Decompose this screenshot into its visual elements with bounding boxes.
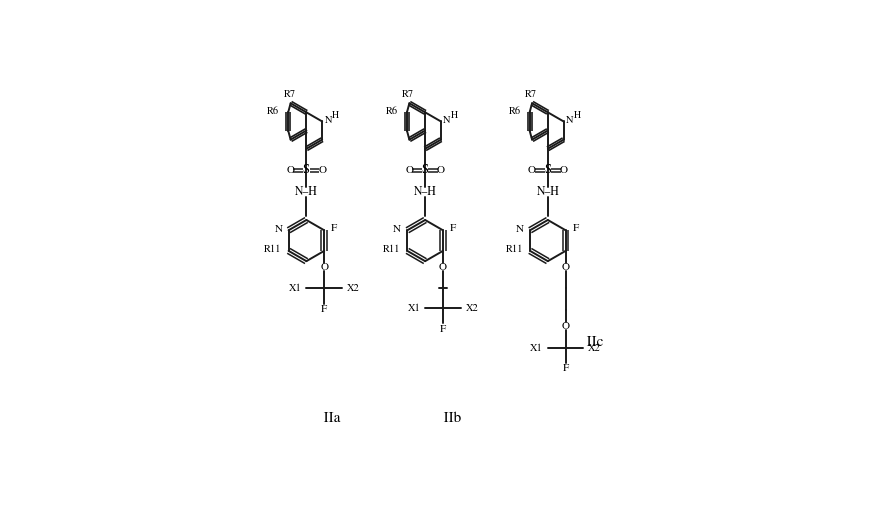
Text: N: N [324,116,332,125]
Text: F: F [450,224,456,233]
Text: N: N [566,116,574,125]
Text: H: H [332,111,339,120]
Text: S: S [422,164,429,176]
Text: R6: R6 [268,107,280,116]
Text: X2: X2 [347,284,359,293]
Text: 式  IIb: 式 IIb [433,411,461,425]
Text: 式  IIa: 式 IIa [312,411,340,425]
Text: X1: X1 [530,343,543,353]
Text: X1: X1 [407,303,420,313]
Text: O: O [562,262,569,271]
Text: X1: X1 [289,284,302,293]
Text: O: O [437,166,445,175]
Text: F: F [321,304,327,314]
Text: R11: R11 [264,245,282,254]
Text: O: O [318,166,326,175]
Text: X2: X2 [466,303,478,313]
Text: H: H [451,111,458,120]
Text: O: O [560,166,568,175]
Text: X2: X2 [589,343,601,353]
Text: N–H: N–H [295,187,317,198]
Text: N: N [516,224,524,234]
Text: R11: R11 [506,245,523,254]
Text: O: O [320,262,328,271]
Text: O: O [405,166,413,175]
Text: F: F [331,224,337,233]
Text: O: O [287,166,295,175]
Text: N–H: N–H [536,187,559,198]
Text: N: N [443,116,451,125]
Text: R6: R6 [386,107,399,116]
Text: N: N [275,224,283,234]
Text: F: F [573,224,579,233]
Text: H: H [574,111,581,120]
Text: N–H: N–H [413,187,437,198]
Text: S: S [303,164,310,176]
Text: S: S [544,164,551,176]
Text: R7: R7 [283,90,296,99]
Text: F: F [562,363,569,373]
Text: F: F [439,324,446,334]
Text: O: O [439,262,447,271]
Text: R7: R7 [525,90,537,99]
Text: R11: R11 [383,245,400,254]
Text: O: O [562,321,569,331]
Text: 式  IIc: 式 IIc [576,336,603,350]
Text: R7: R7 [402,90,414,99]
Text: O: O [528,166,536,175]
Text: N: N [393,224,401,234]
Text: R6: R6 [508,107,521,116]
